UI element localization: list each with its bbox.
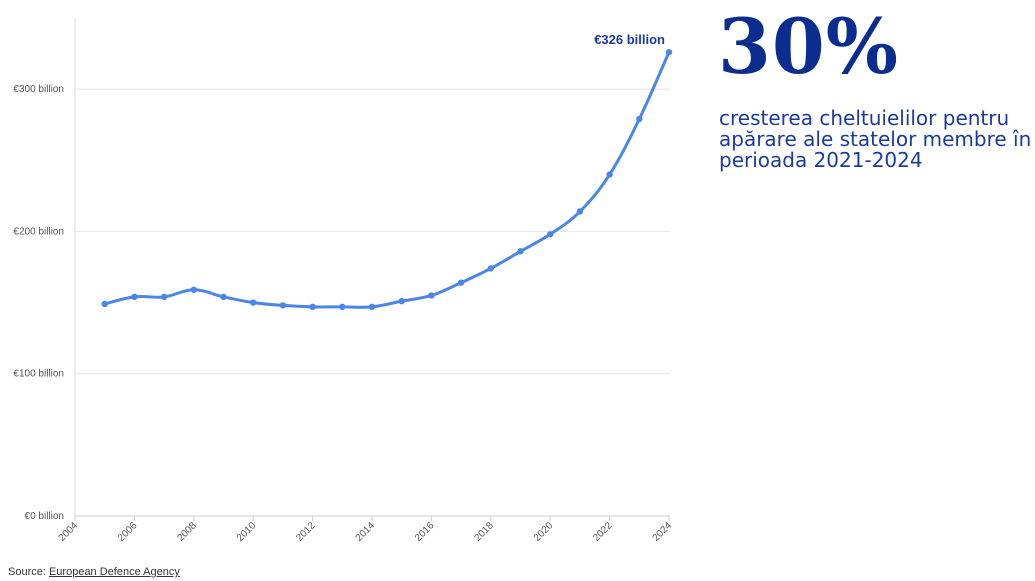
series-line [103,50,671,309]
x-tick-label: 2022 [591,520,615,544]
data-point [606,171,613,178]
x-tick-label: 2004 [57,520,81,544]
source-prefix: Source: [8,566,49,578]
data-point [309,303,316,311]
data-point [250,299,257,306]
data-point [101,300,108,308]
data-point [517,248,524,255]
data-points [101,48,673,311]
y-axis-ticks: €0 billion €100 billion €200 billion €300 b… [13,84,64,522]
data-point [131,293,138,301]
x-tick-label: 2014 [354,520,378,544]
data-point [576,208,584,215]
x-tick-label: 2020 [532,520,556,544]
y-tick-label: €0 billion [25,511,64,522]
data-point [279,302,287,309]
line-chart: €0 billion €100 billion €200 billion €300 b… [13,18,675,544]
data-point [665,48,673,56]
data-point [487,265,494,272]
y-tick-label: €200 billion [13,226,64,237]
y-tick-label: €300 billion [13,84,64,95]
grid-lines [75,88,670,375]
data-point [190,286,197,293]
data-point [636,115,643,123]
end-value-label: €326 billion [594,32,665,47]
x-tick-label: 2016 [413,520,437,544]
x-tick-label: 2008 [175,520,199,544]
data-point [220,293,227,301]
x-tick-label: 2006 [116,520,140,544]
x-tick-label: 2024 [651,520,675,544]
data-point [428,292,435,299]
data-point [368,303,376,311]
data-point [547,231,554,238]
stat-value: 30% [718,2,899,91]
source-note: Source: European Defence Agency [8,566,180,578]
x-tick-label: 2010 [235,520,259,544]
x-tick-label: 2012 [294,520,318,544]
data-point [160,293,168,301]
data-point [398,297,405,305]
data-point [457,279,465,286]
y-tick-label: €100 billion [13,369,64,380]
stat-description: cresterea cheltuielilor pentru apărare a… [719,106,1032,172]
data-point [339,303,346,311]
source-link[interactable]: European Defence Agency [48,566,180,578]
x-tick-label: 2018 [472,520,496,544]
x-axis-ticks: 2004 2006 2008 2010 2012 2014 2016 2018 2020 2022… [57,516,675,544]
